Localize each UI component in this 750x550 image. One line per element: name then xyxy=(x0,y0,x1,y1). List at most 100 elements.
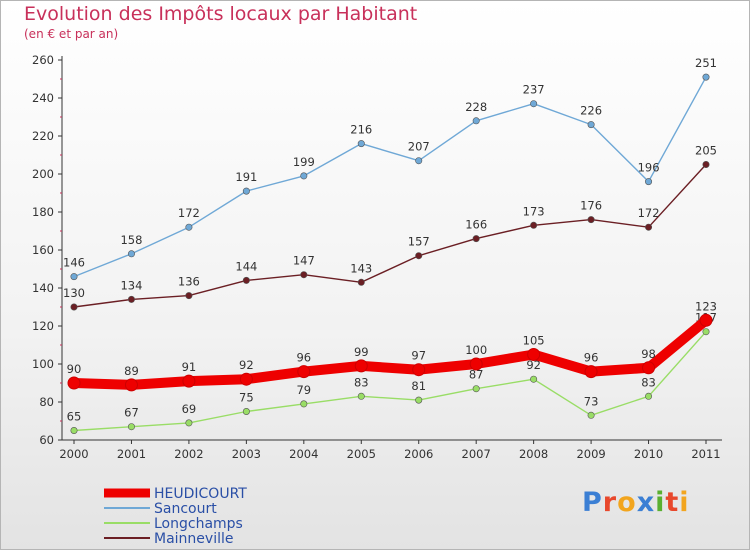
x-tick-label: 2005 xyxy=(347,447,376,461)
data-label: 67 xyxy=(124,406,139,420)
data-label: 100 xyxy=(465,343,487,357)
data-point xyxy=(242,187,250,195)
data-label: 205 xyxy=(695,144,717,158)
data-label: 96 xyxy=(296,351,311,365)
data-label: 136 xyxy=(178,275,200,289)
data-label: 91 xyxy=(182,360,197,374)
x-tick-label: 2004 xyxy=(289,447,318,461)
data-point xyxy=(587,216,595,224)
logo-letter: o xyxy=(617,487,637,518)
data-point xyxy=(185,223,193,231)
data-label: 65 xyxy=(67,410,82,424)
data-point xyxy=(584,365,598,379)
data-point xyxy=(124,378,138,392)
data-label: 83 xyxy=(641,375,656,389)
y-tick-label: 180 xyxy=(32,205,54,219)
y-tick-label: 100 xyxy=(32,357,54,371)
data-label: 92 xyxy=(239,358,254,372)
series-line-longchamps xyxy=(73,331,707,432)
proxiti-logo: Proxiti xyxy=(582,487,690,518)
data-point xyxy=(645,223,653,231)
series-line-mainneville xyxy=(73,163,707,308)
chart-subtitle: (en € et par an) xyxy=(24,27,119,41)
data-label: 172 xyxy=(638,206,660,220)
data-label: 143 xyxy=(350,261,372,275)
data-point xyxy=(702,328,710,336)
data-label: 87 xyxy=(469,368,484,382)
x-tick-label: 2003 xyxy=(232,447,261,461)
data-label: 146 xyxy=(63,256,85,270)
x-tick-label: 2000 xyxy=(59,447,88,461)
data-point xyxy=(185,292,193,300)
data-point xyxy=(587,121,595,129)
data-label: 176 xyxy=(580,199,602,213)
logo-letter: x xyxy=(636,487,656,518)
x-tick-label: 2006 xyxy=(404,447,433,461)
data-label: 89 xyxy=(124,364,139,378)
data-label: 90 xyxy=(67,362,82,376)
logo-letter: P xyxy=(582,487,603,518)
data-point xyxy=(127,295,135,303)
data-label: 226 xyxy=(580,104,602,118)
data-point xyxy=(67,376,81,390)
data-point xyxy=(70,426,78,434)
data-point xyxy=(699,313,713,327)
y-tick-label: 240 xyxy=(32,91,54,105)
y-tick-label: 200 xyxy=(32,167,54,181)
data-point xyxy=(127,250,135,258)
data-point xyxy=(354,359,368,373)
data-label: 73 xyxy=(584,394,599,408)
logo-letter: i xyxy=(679,487,690,518)
data-point xyxy=(642,361,656,375)
data-point xyxy=(242,276,250,284)
data-label: 196 xyxy=(638,161,660,175)
data-point xyxy=(702,73,710,81)
data-point xyxy=(527,348,541,361)
data-point xyxy=(415,157,423,165)
data-point xyxy=(472,235,480,243)
data-label: 75 xyxy=(239,391,254,405)
data-point xyxy=(415,396,423,404)
data-label: 166 xyxy=(465,218,487,232)
data-point xyxy=(357,278,365,286)
legend-label: Sancourt xyxy=(154,501,217,517)
data-label: 98 xyxy=(641,347,656,361)
data-label: 83 xyxy=(354,375,369,389)
series-line-heudicourt xyxy=(69,315,711,390)
data-label: 237 xyxy=(523,83,545,97)
data-point xyxy=(297,365,311,379)
data-label: 144 xyxy=(235,259,257,273)
data-point xyxy=(645,178,653,186)
data-label: 130 xyxy=(63,286,85,300)
data-point xyxy=(415,252,423,260)
data-label: 216 xyxy=(350,123,372,137)
y-tick-label: 160 xyxy=(32,243,54,257)
data-point xyxy=(70,273,78,281)
y-tick-label: 80 xyxy=(39,395,54,409)
data-label: 228 xyxy=(465,100,487,114)
data-label: 134 xyxy=(120,278,142,292)
data-label: 199 xyxy=(293,155,315,169)
data-point xyxy=(702,161,710,169)
data-label: 123 xyxy=(695,299,717,313)
data-point xyxy=(645,392,653,400)
data-label: 191 xyxy=(235,170,257,184)
data-label: 99 xyxy=(354,345,369,359)
legend-label: Longchamps xyxy=(154,516,243,532)
data-point xyxy=(472,385,480,393)
x-tick-label: 2001 xyxy=(117,447,146,461)
chart-title: Evolution des Impôts locaux par Habitant xyxy=(24,3,418,25)
logo-letter: t xyxy=(665,487,680,518)
y-tick-label: 260 xyxy=(32,53,54,67)
x-tick-label: 2009 xyxy=(576,447,605,461)
data-point xyxy=(300,172,308,180)
data-point xyxy=(530,375,538,383)
data-point xyxy=(587,411,595,419)
data-point xyxy=(300,400,308,408)
x-tick-label: 2008 xyxy=(519,447,548,461)
x-tick-label: 2002 xyxy=(174,447,203,461)
data-label: 97 xyxy=(411,349,426,363)
data-point xyxy=(469,357,483,371)
